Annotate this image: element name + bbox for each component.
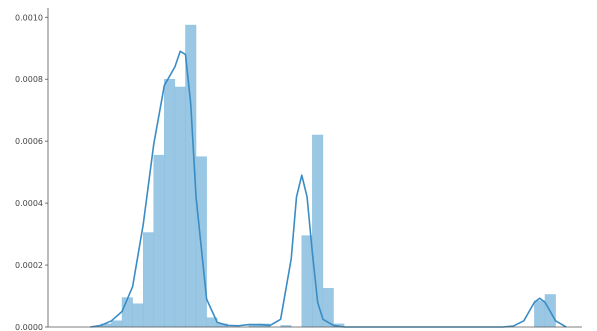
histogram-bar <box>111 320 123 328</box>
histogram-bar <box>153 154 165 328</box>
histogram-bar <box>142 232 154 328</box>
histogram-bar <box>322 288 334 328</box>
y-tick-label: 0.0004 <box>15 199 43 208</box>
y-tick-label: 0.0000 <box>15 323 43 331</box>
y-tick-label: 0.0006 <box>15 137 43 146</box>
y-tick-label: 0.0008 <box>15 75 43 84</box>
histogram-bar <box>174 86 186 328</box>
y-tick-label: 0.0010 <box>15 13 43 22</box>
histogram-bar <box>534 300 546 328</box>
histogram-bar <box>164 79 176 328</box>
histogram-bar <box>132 303 144 328</box>
y-axis-ticks: 0.0000 0.0002 0.0004 0.0006 0.0008 0.0010 <box>15 13 48 331</box>
histogram-bar <box>301 235 313 328</box>
y-tick-label: 0.0002 <box>15 261 43 270</box>
histogram-bar <box>121 297 133 328</box>
histogram-bars <box>100 24 556 328</box>
kde-curve <box>90 50 567 328</box>
